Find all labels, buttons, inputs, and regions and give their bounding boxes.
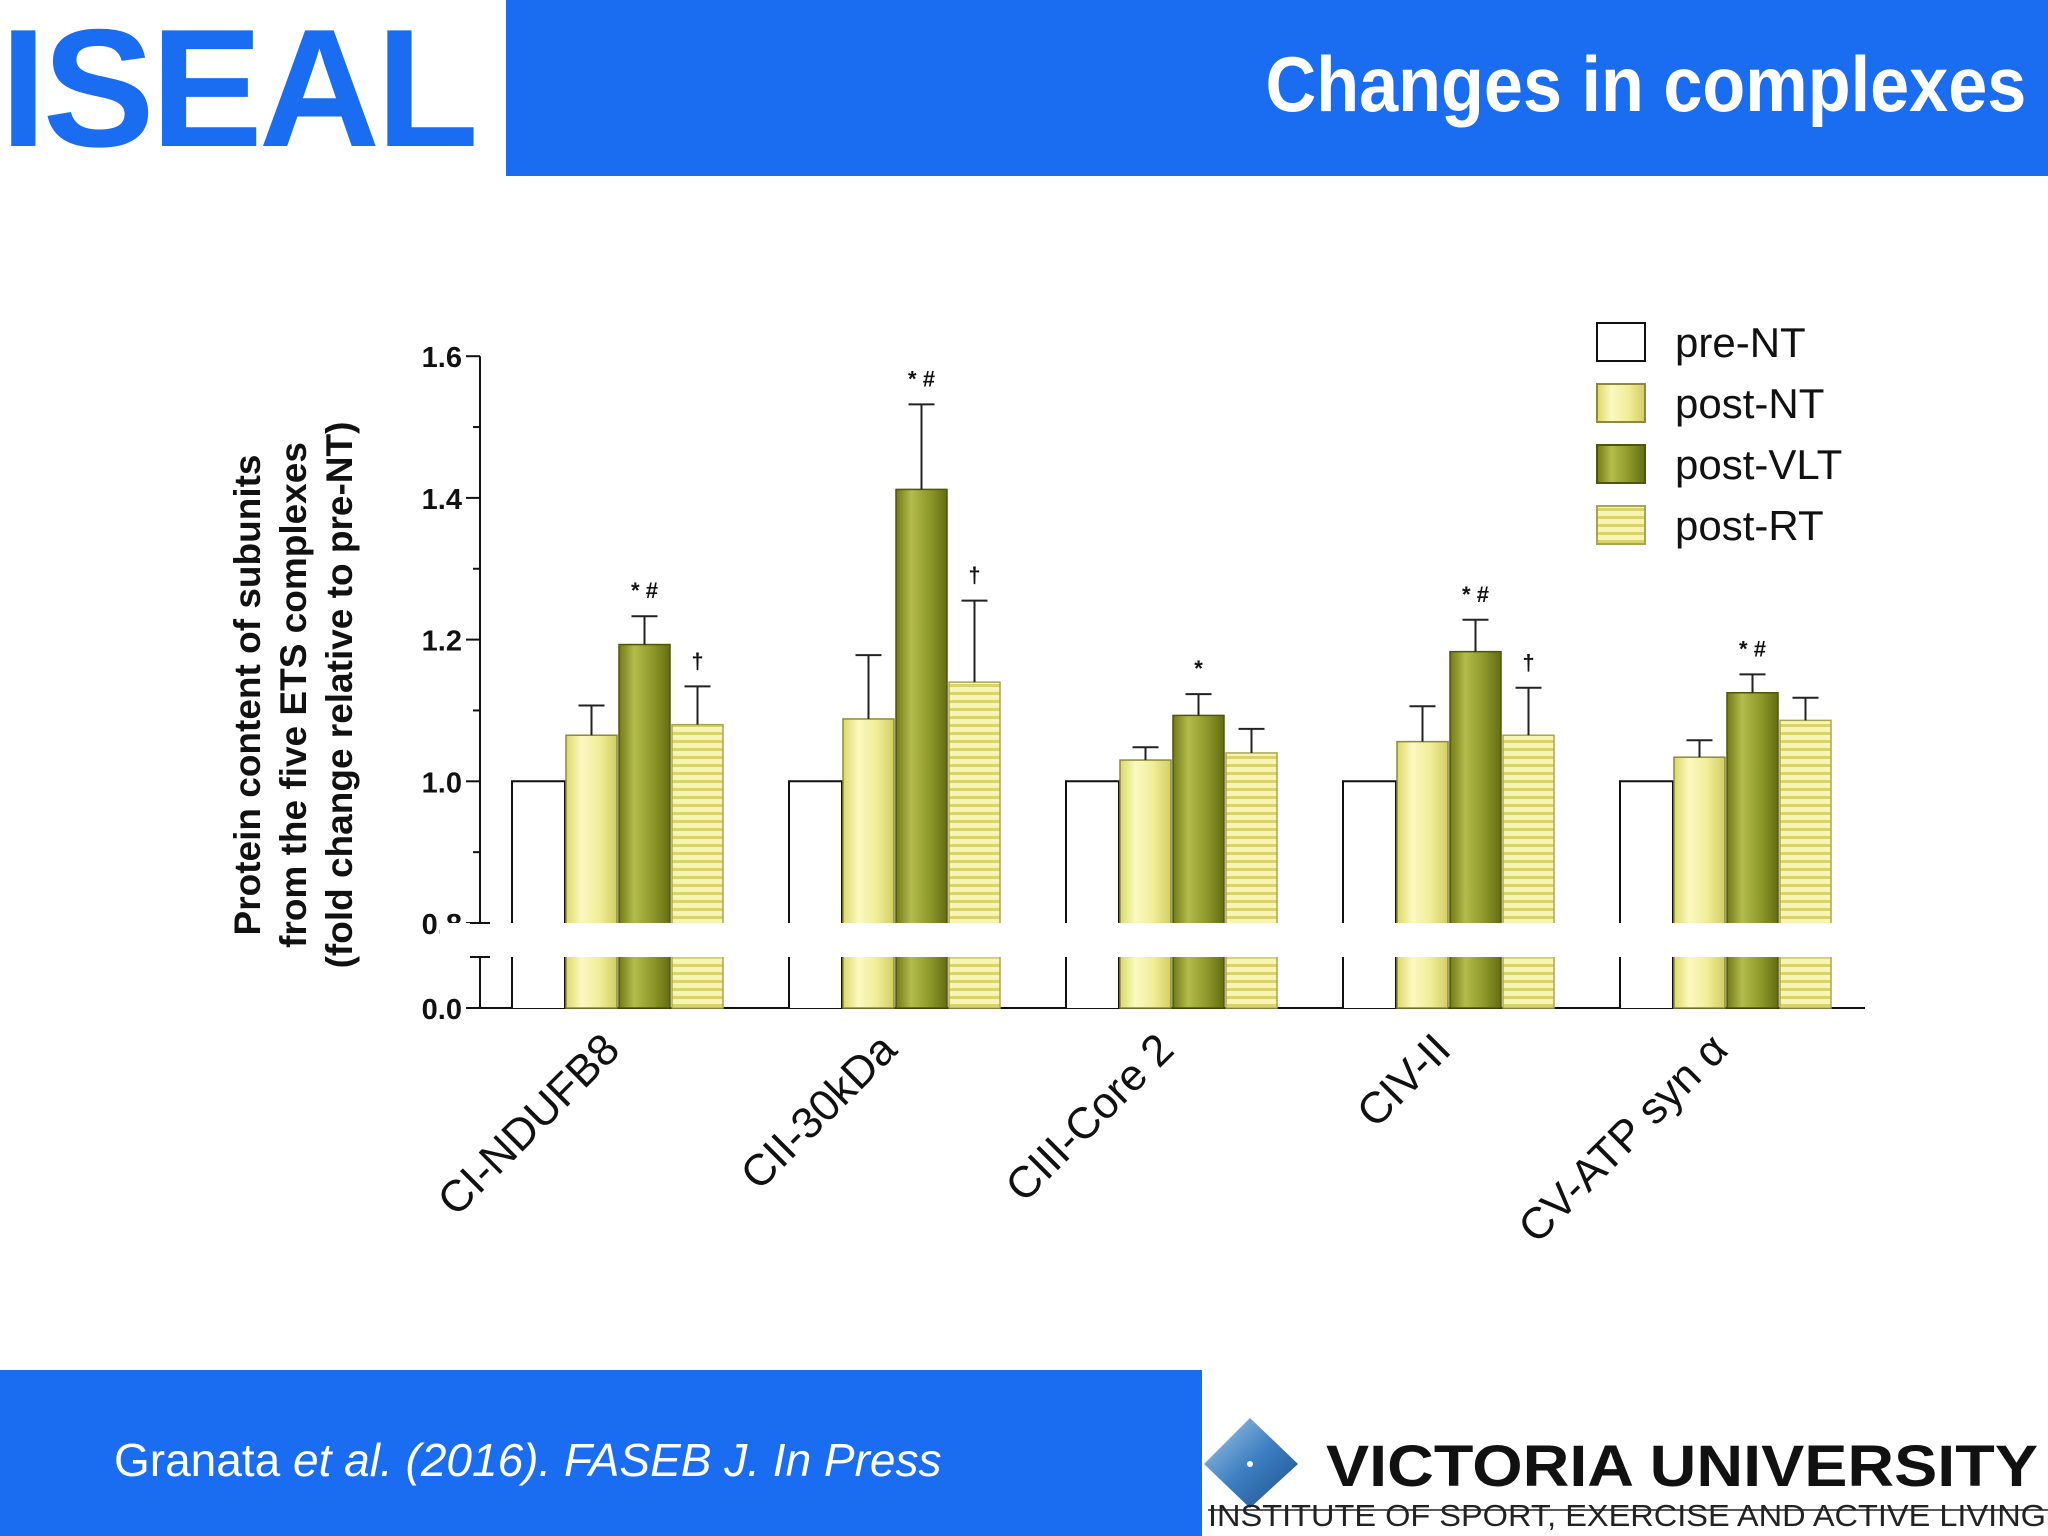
university-name: VICTORIA UNIVERSITY [1326,1434,2038,1499]
institute-name: INSTITUTE OF SPORT, EXERCISE AND ACTIVE … [1208,1498,2046,1533]
legend-swatch [1596,444,1646,484]
significance-label: † [968,563,980,588]
bar-post-rt [1502,734,1555,1009]
bar-pre-nt [1342,780,1397,1008]
x-tick-label: CII-30kDa [731,1024,906,1199]
bar-pre-nt [511,780,566,1008]
y-axis-label-line-2: from the five ETS complexes [273,442,314,948]
bar-post-nt [1396,740,1449,1009]
legend-label: post-NT [1675,380,1824,427]
y-tick-label: 1.0 [422,767,462,799]
y-axis-label-line-1: Protein content of subunits [227,455,268,936]
bar-post-nt [1119,759,1172,1009]
bar-post-rt [1225,752,1278,1009]
bar-post-rt [1779,719,1832,1009]
iseal-logo: ISEAL [0,0,479,182]
legend-label: pre-NT [1675,319,1806,366]
diamond-center-dot [1247,1461,1253,1467]
victoria-university-logo: VICTORIA UNIVERSITY INSTITUTE OF SPORT, … [1204,1418,2048,1533]
significance-label: * # [1739,636,1766,661]
slide-title: Changes in complexes [1265,40,2026,128]
bar-pre-nt [1065,780,1120,1008]
y-axis-label: Protein content of subunits from the fiv… [227,422,360,969]
bar-post-vlt [1726,691,1779,1009]
footer-bar [0,1370,1202,1536]
bar-post-rt [671,723,724,1009]
bar-post-rt [948,681,1001,1009]
y-tick-label: 1.6 [422,342,462,374]
bar-post-nt [565,734,618,1009]
bar-post-vlt [1172,714,1225,1009]
significance-label: † [691,648,703,673]
citation-reference: et al. (2016). FASEB J. In Press [280,1434,942,1486]
citation: Granata et al. (2016). FASEB J. In Press [114,1432,942,1488]
bar-post-nt [1673,756,1726,1009]
significance-label: * [1194,656,1203,681]
legend-swatch [1596,383,1646,423]
header-bar: Changes in complexes [506,0,2048,176]
significance-label: * # [1462,582,1489,607]
x-tick-label: CIII-Core 2 [996,1024,1183,1211]
x-tick-label: CV-ATP syn α [1509,1024,1737,1252]
significance-label: † [1522,650,1534,675]
citation-author: Granata [114,1434,281,1486]
x-tick-label: CIV-II [1348,1024,1460,1136]
legend-label: post-RT [1675,502,1824,549]
bar-post-nt [842,718,895,1009]
x-tick-label: CI-NDUFB8 [428,1024,629,1225]
y-tick-label: 1.2 [422,626,462,658]
bar-pre-nt [1619,780,1674,1008]
bar-post-vlt [895,488,948,1009]
y-tick-label: 1.4 [422,484,462,516]
legend-swatch [1596,505,1646,545]
y-tick-label: 0.0 [422,994,462,1026]
y-axis-label-line-3: (fold change relative to pre-NT) [319,422,360,969]
legend-swatch [1596,322,1646,362]
axis-break-marks [470,922,490,958]
significance-label: * # [908,366,935,391]
significance-label: * # [631,578,658,603]
x-tick-labels: CI-NDUFB8 CII-30kDa CIII-Core 2 CIV-II CV-AT… [428,1024,1737,1252]
axis-break [440,923,1880,957]
legend-label: post-VLT [1675,441,1842,488]
bar-pre-nt [788,780,843,1008]
legend: pre-NT post-NT post-VLT post-RT [1596,319,1842,549]
